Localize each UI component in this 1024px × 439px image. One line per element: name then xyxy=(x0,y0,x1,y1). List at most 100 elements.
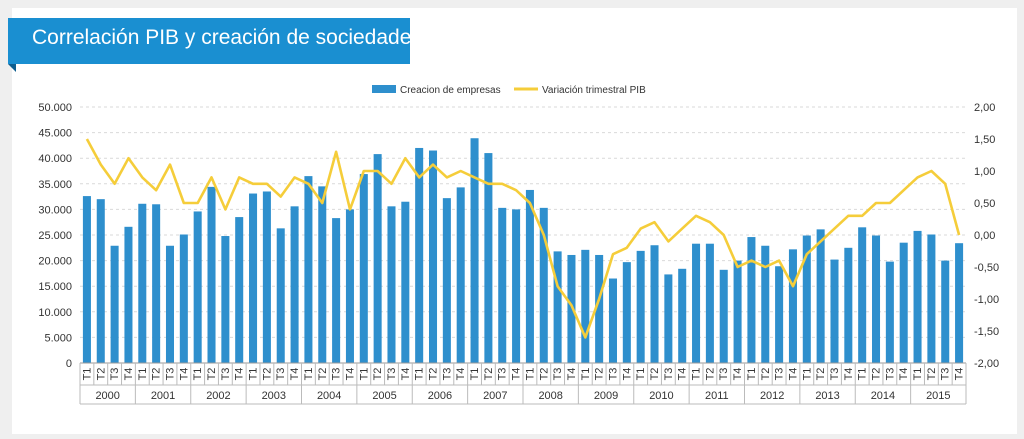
bar xyxy=(899,242,908,363)
legend: Creacion de empresas Variación trimestra… xyxy=(372,85,646,96)
bar xyxy=(262,191,271,363)
quarter-tick-label: T1 xyxy=(192,368,204,381)
bar xyxy=(775,266,784,363)
year-tick-label: 2011 xyxy=(705,390,729,402)
bar xyxy=(290,206,299,363)
quarter-tick-label: T2 xyxy=(428,368,440,381)
year-tick-label: 2003 xyxy=(262,390,286,402)
quarter-tick-label: T1 xyxy=(358,368,370,381)
bar xyxy=(608,278,617,363)
bar xyxy=(844,247,853,363)
bar xyxy=(692,243,701,363)
quarter-tick-label: T3 xyxy=(220,368,232,381)
quarter-tick-label: T4 xyxy=(843,368,855,381)
quarter-tick-label: T4 xyxy=(178,368,190,381)
bar xyxy=(719,269,728,363)
quarter-tick-label: T4 xyxy=(511,368,523,381)
bar xyxy=(110,245,119,363)
y-right-tick-label: -1,50 xyxy=(974,326,999,338)
quarter-tick-label: T1 xyxy=(746,368,758,381)
y-left-tick-label: 25.000 xyxy=(38,230,72,242)
quarter-tick-label: T2 xyxy=(760,368,772,381)
bar xyxy=(249,193,258,363)
bar xyxy=(484,153,493,363)
bar xyxy=(332,218,341,363)
quarter-tick-label: T3 xyxy=(165,368,177,381)
quarter-tick-label: T1 xyxy=(469,368,481,381)
bar xyxy=(733,260,742,363)
title-banner: Correlación PIB y creación de sociedades xyxy=(8,18,422,64)
bar xyxy=(581,249,590,363)
year-tick-label: 2015 xyxy=(926,390,950,402)
year-tick-label: 2001 xyxy=(151,390,175,402)
y-right-tick-label: -1,00 xyxy=(974,294,999,306)
y-left-tick-label: 15.000 xyxy=(38,281,72,293)
bar xyxy=(788,249,797,363)
y-right-tick-label: -2,00 xyxy=(974,358,999,370)
bar xyxy=(470,138,479,363)
bar xyxy=(705,243,714,363)
y-left-tick-label: 10.000 xyxy=(38,307,72,319)
quarter-tick-label: T4 xyxy=(234,368,246,381)
y-left-tick-label: 0 xyxy=(66,358,72,370)
bar xyxy=(387,206,396,363)
bar xyxy=(359,174,368,363)
y-right-tick-label: -0,50 xyxy=(974,262,999,274)
quarter-tick-label: T2 xyxy=(95,368,107,381)
bar xyxy=(456,187,465,363)
quarter-tick-label: T1 xyxy=(248,368,260,381)
year-tick-label: 2013 xyxy=(815,390,839,402)
year-tick-label: 2008 xyxy=(538,390,562,402)
quarter-tick-label: T3 xyxy=(552,368,564,381)
bar xyxy=(913,230,922,363)
quarter-tick-label: T3 xyxy=(940,368,952,381)
y-right-tick-label: 0,00 xyxy=(974,230,995,242)
bar xyxy=(415,147,424,363)
bar xyxy=(179,234,188,363)
year-tick-label: 2004 xyxy=(317,390,341,402)
quarter-tick-label: T2 xyxy=(206,368,218,381)
bar xyxy=(539,207,548,363)
y-right-tick-label: 0,50 xyxy=(974,198,995,210)
quarter-tick-label: T2 xyxy=(594,368,606,381)
y-left-tick-label: 40.000 xyxy=(38,153,72,165)
bar xyxy=(595,254,604,363)
quarter-tick-label: T4 xyxy=(400,368,412,381)
bar xyxy=(636,250,645,363)
year-tick-label: 2002 xyxy=(206,390,230,402)
quarter-tick-label: T2 xyxy=(483,368,495,381)
bar xyxy=(664,274,673,363)
bar xyxy=(82,196,91,363)
quarter-tick-label: T4 xyxy=(566,368,578,381)
quarter-tick-label: T2 xyxy=(815,368,827,381)
quarter-tick-label: T4 xyxy=(732,368,744,381)
year-tick-label: 2009 xyxy=(594,390,618,402)
bar xyxy=(193,211,202,363)
quarter-tick-label: T4 xyxy=(788,368,800,381)
quarter-tick-label: T2 xyxy=(538,368,550,381)
legend-bar-label: Creacion de empresas xyxy=(400,85,501,96)
quarter-tick-label: T3 xyxy=(497,368,509,381)
bar xyxy=(622,262,631,363)
bar xyxy=(96,199,105,363)
bar xyxy=(442,198,451,363)
year-tick-label: 2012 xyxy=(760,390,784,402)
quarter-tick-label: T4 xyxy=(345,368,357,381)
bar xyxy=(927,234,936,363)
year-tick-label: 2010 xyxy=(649,390,673,402)
y-left-tick-label: 20.000 xyxy=(38,256,72,268)
bar xyxy=(553,251,562,363)
quarter-tick-label: T2 xyxy=(151,368,163,381)
quarter-tick-label: T4 xyxy=(677,368,689,381)
y-right-tick-label: 1,50 xyxy=(974,134,995,146)
quarter-tick-label: T4 xyxy=(898,368,910,381)
bar xyxy=(802,235,811,363)
quarter-tick-label: T3 xyxy=(109,368,121,381)
bar xyxy=(318,186,327,363)
quarter-tick-label: T3 xyxy=(608,368,620,381)
year-tick-label: 2006 xyxy=(428,390,452,402)
bar-series-creacion-de-empresas xyxy=(82,138,964,363)
axes: 0 5.000 10.000 15.000 20.000 25.000 30.000 35.0… xyxy=(38,102,999,405)
bar xyxy=(124,226,133,363)
